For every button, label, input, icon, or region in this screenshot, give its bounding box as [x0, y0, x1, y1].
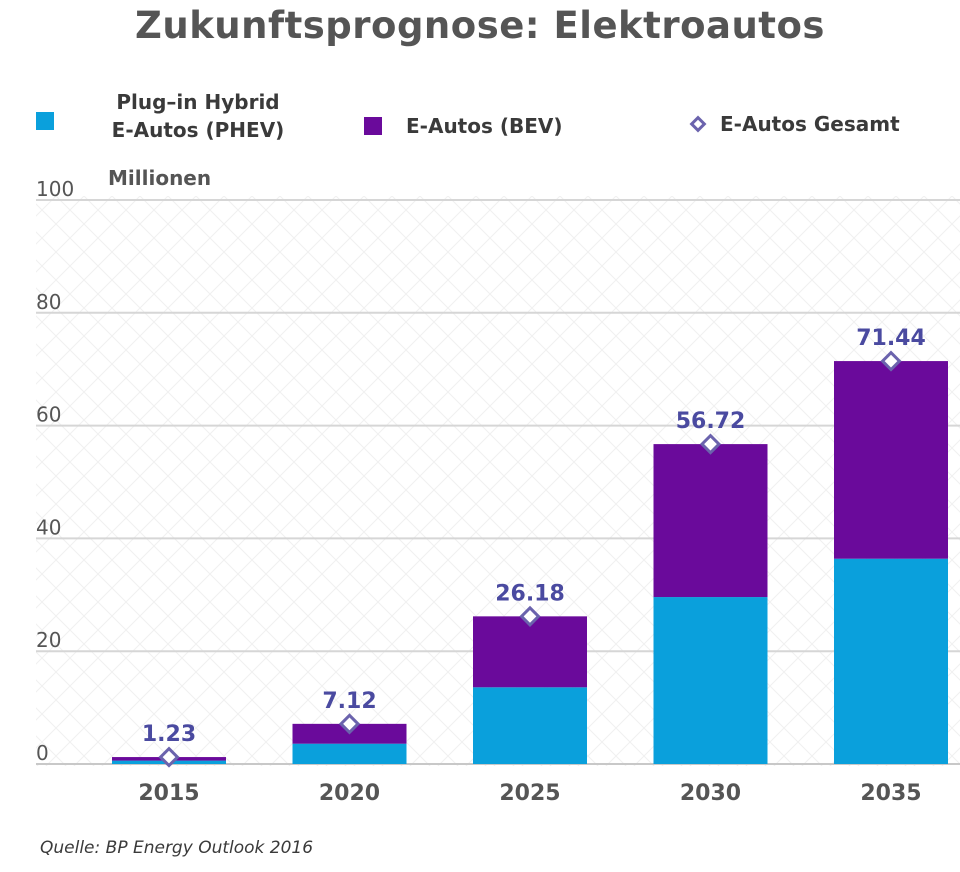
y-tick-label: 80 — [36, 290, 61, 314]
legend-phev-label: Plug–in Hybrid E-Autos (PHEV) — [98, 88, 298, 144]
legend-bev-swatch — [364, 117, 382, 135]
total-marker-2015 — [158, 746, 180, 768]
bar-bev-2030 — [653, 444, 768, 598]
y-tick-label: 20 — [36, 628, 61, 652]
x-tick-label-2015: 2015 — [138, 781, 199, 806]
total-marker-2020 — [338, 713, 361, 735]
legend-phev — [36, 112, 54, 130]
legend-bev-label: E-Autos (BEV) — [406, 114, 563, 138]
bar-phev-2020 — [292, 743, 407, 764]
y-tick-label: 0 — [36, 741, 49, 765]
total-marker-2025 — [519, 605, 541, 627]
total-label-2035: 71.44 — [856, 326, 926, 351]
bar-bev-2025 — [473, 616, 587, 688]
total-label-2030: 56.72 — [676, 409, 746, 434]
x-tick-label-2025: 2025 — [499, 781, 560, 806]
x-tick-label-2030: 2030 — [680, 781, 741, 806]
y-unit-label: Millionen — [108, 166, 212, 190]
chart-title: Zukunftsprognose: Elektroautos — [135, 4, 825, 47]
legend-phev-swatch — [36, 112, 54, 130]
x-tick-label-2020: 2020 — [319, 781, 380, 806]
legend-total: E-Autos Gesamt — [689, 110, 900, 138]
y-tick-label: 100 — [36, 177, 74, 201]
bar-phev-2035 — [834, 558, 948, 764]
legend-total-label: E-Autos Gesamt — [720, 112, 900, 136]
bar-phev-2025 — [473, 687, 587, 764]
legend-phev-line1: Plug–in Hybrid — [116, 90, 280, 114]
total-label-2015: 1.23 — [142, 722, 196, 747]
y-tick-label: 60 — [36, 403, 61, 427]
source-note: Quelle: BP Energy Outlook 2016 — [40, 838, 314, 858]
legend-bev: E-Autos (BEV) — [364, 112, 563, 140]
legend-phev-line2: E-Autos (PHEV) — [111, 118, 285, 142]
bar-phev-2030 — [653, 597, 768, 764]
y-tick-label: 40 — [36, 515, 61, 539]
total-marker-2030 — [699, 433, 722, 455]
total-label-2020: 7.12 — [322, 689, 376, 714]
total-marker-2035 — [880, 350, 902, 372]
x-tick-label-2035: 2035 — [860, 781, 921, 806]
bar-bev-2035 — [834, 361, 948, 559]
total-label-2025: 26.18 — [495, 581, 565, 606]
